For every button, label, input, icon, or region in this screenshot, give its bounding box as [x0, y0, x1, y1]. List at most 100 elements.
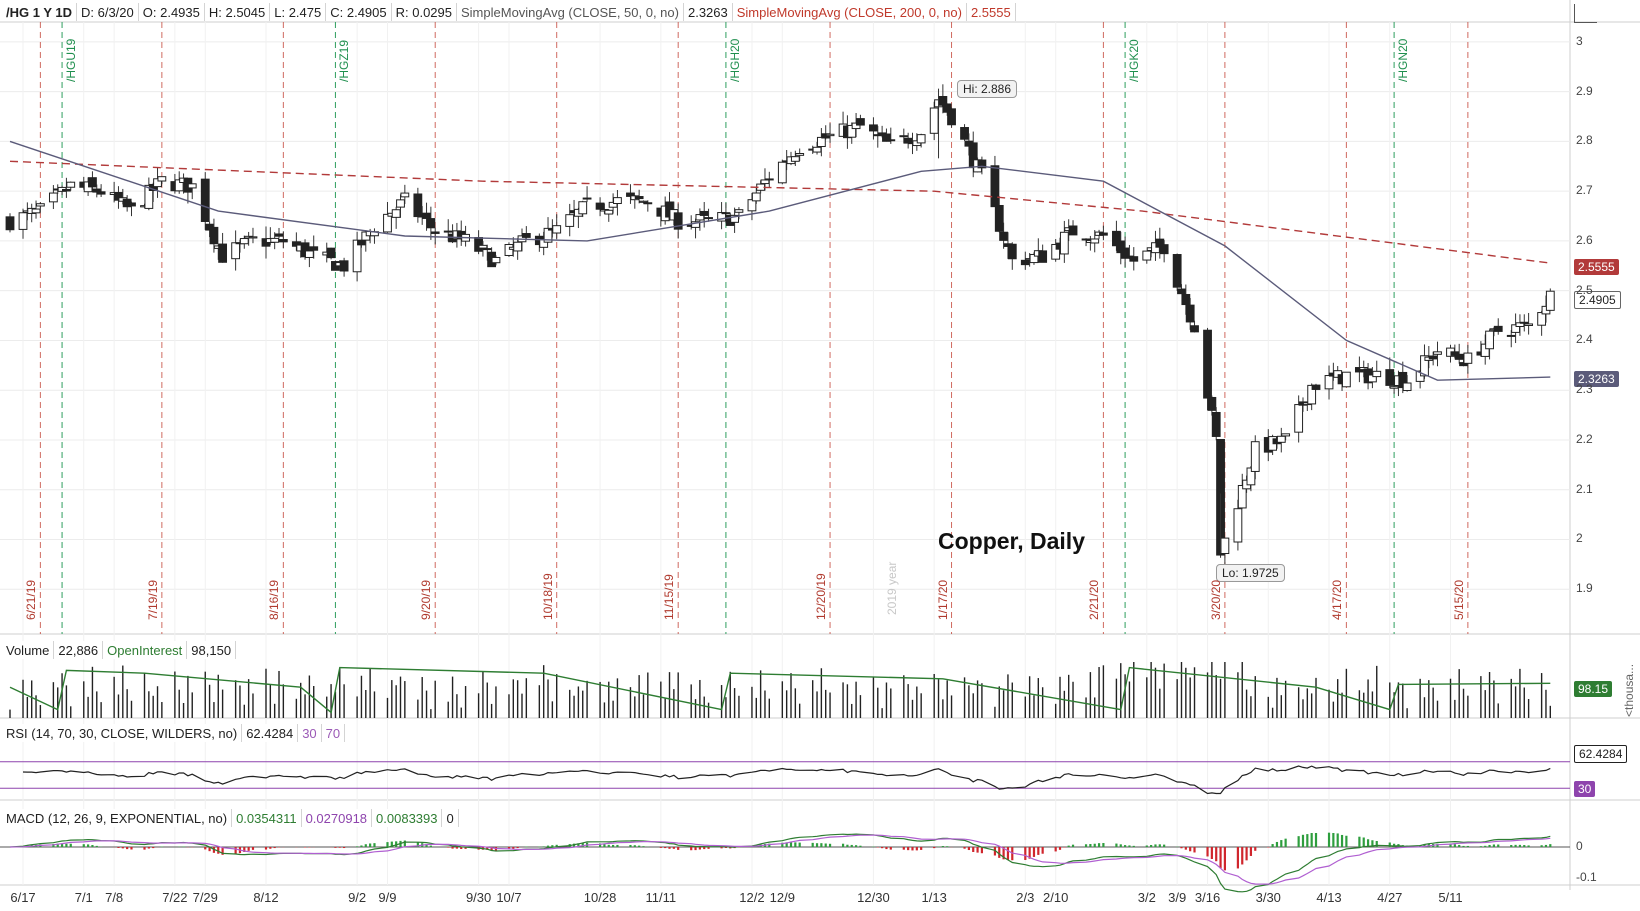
- y-tick-label: 2.5: [1576, 282, 1593, 297]
- expiry-marker-label: 11/15/19: [662, 574, 677, 620]
- candle-body: [422, 212, 431, 219]
- chart-title: Copper, Daily: [938, 528, 1085, 554]
- open-interest-label[interactable]: OpenInterest: [103, 641, 188, 659]
- candle-body: [413, 193, 423, 218]
- candle-body: [869, 124, 878, 132]
- sma200-study-label[interactable]: SimpleMovingAvg (CLOSE, 200, 0, no): [732, 3, 967, 21]
- rsi-value: 62.4284: [242, 724, 299, 742]
- candle-body: [734, 209, 744, 213]
- candle-body: [1493, 325, 1503, 332]
- contract-marker-label: /HGN20: [1396, 38, 1411, 82]
- candle-body: [1524, 323, 1534, 326]
- x-tick-label: 11/11: [645, 890, 677, 905]
- x-tick-label: 8/12: [253, 890, 279, 905]
- macd-label[interactable]: MACD (12, 26, 9, EXPONENTIAL, no): [2, 809, 233, 827]
- rsi-header: RSI (14, 70, 30, CLOSE, WILDERS, no) 62.…: [2, 724, 346, 742]
- x-tick-label: 7/1: [74, 890, 93, 905]
- y-tick-label: 1.9: [1576, 581, 1593, 596]
- x-tick-label: 3/30: [1255, 890, 1281, 905]
- x-tick-label: 9/9: [378, 890, 397, 905]
- contract-marker-label: /HGH20: [727, 38, 742, 82]
- candle-body: [239, 238, 249, 245]
- volume-units-label: <thousa...: [1622, 663, 1636, 717]
- volume-header: Volume 22,886 OpenInterest 98,150: [2, 641, 237, 659]
- contract-marker-label: /HGZ19: [337, 39, 352, 82]
- candle-body: [1185, 304, 1195, 323]
- candle-body: [899, 135, 909, 138]
- candle-body: [248, 236, 258, 239]
- macd-value-line: [9, 833, 1551, 893]
- high-annotation: Hi: 2.886: [957, 80, 1018, 98]
- candle-body: [947, 108, 956, 126]
- candle-body: [339, 260, 349, 272]
- candle-body: [604, 209, 614, 215]
- candle-body: [1250, 441, 1260, 472]
- candle-body: [1506, 334, 1516, 337]
- sma50-value: 2.3263: [683, 3, 733, 21]
- close-tag: 2.4905: [1574, 291, 1621, 309]
- rsi-tag: 62.4284: [1574, 745, 1628, 763]
- candle-body: [595, 202, 605, 210]
- candle-body: [643, 202, 653, 205]
- x-tick-label: 9/2: [348, 890, 367, 905]
- candle-body: [721, 212, 731, 215]
- x-tick-label: 10/28: [583, 890, 617, 905]
- candle-body: [1038, 250, 1048, 263]
- candle-body: [994, 204, 1004, 232]
- candle-body: [1220, 537, 1230, 555]
- candle-body: [352, 239, 362, 273]
- candle-body: [1172, 254, 1182, 288]
- drawing-tool-icon[interactable]: [1574, 4, 1597, 23]
- candle-body: [1428, 355, 1438, 360]
- candle-body: [396, 199, 405, 208]
- expiry-marker-label: 3/20/20: [1208, 579, 1223, 620]
- candle-body: [790, 156, 800, 162]
- y-tick-label: 2.2: [1576, 431, 1593, 446]
- candle-body: [1324, 375, 1334, 390]
- candle-body: [521, 233, 531, 238]
- open-interest-line: [9, 666, 1551, 714]
- candle-body: [1142, 250, 1152, 261]
- candle-body: [62, 188, 71, 192]
- x-tick-label: 7/8: [105, 890, 124, 905]
- candle-body: [1233, 508, 1243, 543]
- candle-body: [1059, 231, 1069, 255]
- macd-diff: 0.0083393: [372, 809, 443, 827]
- candle-body: [578, 201, 588, 215]
- low-label: L: 2.475: [270, 3, 327, 21]
- close-label: C: 2.4905: [326, 3, 392, 21]
- contract-marker-label: /HGU19: [64, 38, 79, 82]
- volume-label[interactable]: Volume: [2, 641, 55, 659]
- contract-marker-label: /HGK20: [1127, 39, 1142, 82]
- candle-body: [1294, 404, 1304, 433]
- candle-body: [1341, 371, 1351, 388]
- candle-body: [274, 233, 284, 237]
- candle-body: [1090, 238, 1100, 244]
- candle-body: [35, 203, 45, 207]
- expiry-marker-label: 4/17/20: [1330, 579, 1345, 620]
- y-tick-label: 2: [1576, 531, 1583, 546]
- candle-body: [634, 196, 644, 200]
- sma50-study-label[interactable]: SimpleMovingAvg (CLOSE, 50, 0, no): [457, 3, 684, 21]
- candle-body: [1433, 351, 1442, 355]
- macd-y-tick-label: 0: [1576, 839, 1583, 853]
- x-tick-label: 2/10: [1043, 890, 1069, 905]
- x-tick-label: 6/17: [10, 890, 36, 905]
- y-tick-label: 2.1: [1576, 481, 1593, 496]
- candle-body: [1098, 232, 1108, 236]
- symbol-label[interactable]: /HG 1 Y 1D: [2, 3, 77, 21]
- x-tick-label: 3/2: [1137, 890, 1156, 905]
- sma200-tag: 2.5555: [1574, 259, 1619, 275]
- candle-body: [1203, 329, 1212, 399]
- sma200-value: 2.5555: [966, 3, 1016, 21]
- candle-body: [760, 179, 770, 185]
- candle-body: [673, 212, 683, 230]
- rsi-label[interactable]: RSI (14, 70, 30, CLOSE, WILDERS, no): [2, 724, 243, 742]
- candle-body: [704, 217, 713, 220]
- y-tick-label: 2.9: [1576, 83, 1593, 98]
- candle-body: [1402, 382, 1412, 392]
- candle-body: [18, 212, 28, 230]
- expiry-marker-label: 2/21/20: [1087, 579, 1102, 620]
